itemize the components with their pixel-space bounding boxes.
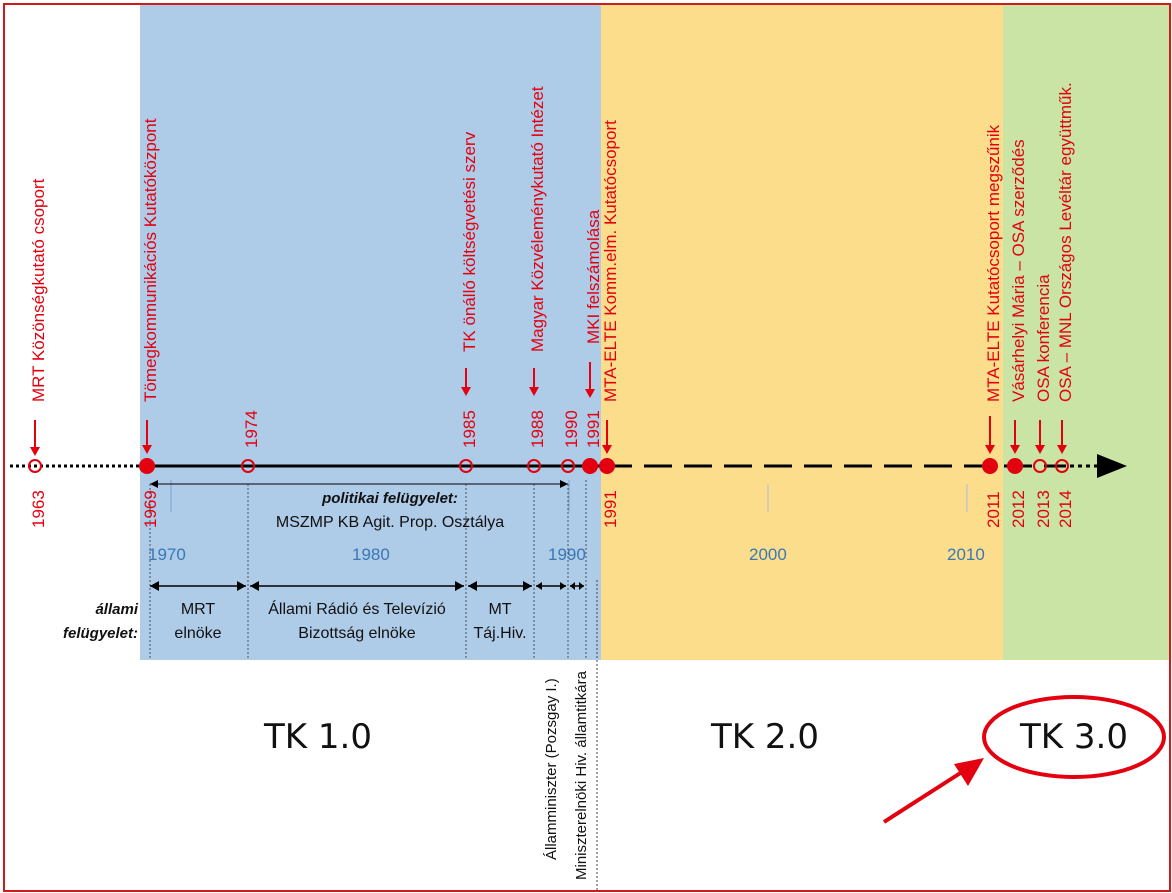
event-arrowhead <box>1057 445 1067 454</box>
event-year: 1969 <box>141 490 160 528</box>
event-2013: 2013 OSA konferencia <box>1033 274 1053 528</box>
period-mrt-line1: MRT <box>181 601 216 618</box>
era-band-tk3 <box>1003 5 1169 660</box>
event-arrowhead <box>461 387 471 396</box>
event-marker-hollow <box>527 459 541 473</box>
period-mt-line1: MT <box>488 601 511 618</box>
event-label: OSA konferencia <box>1034 274 1053 402</box>
event-arrowhead <box>585 389 595 398</box>
period-state-minister: Államminiszter (Pozsgay I.) <box>543 678 560 860</box>
event-year: 1985 <box>460 410 479 448</box>
event-2011: 2011 MTA-ELTE Kutatócsoport megszűnik <box>982 124 1003 528</box>
decade-label-1970: 1970 <box>148 545 186 564</box>
event-marker-hollow <box>1055 459 1069 473</box>
decade-label-2010: 2010 <box>947 545 985 564</box>
event-marker-filled <box>599 458 615 474</box>
event-1988: 1988 Magyar Közvéleménykutató Intézet <box>527 86 547 473</box>
event-label: OSA – MNL Országos Levéltár együttműk. <box>1056 82 1075 402</box>
era-band-tk2 <box>601 5 1003 660</box>
event-year: 1988 <box>528 410 547 448</box>
event-arrowhead <box>985 445 995 454</box>
pointer-arrowhead <box>954 758 984 786</box>
political-supervision-label: politikai felügyelet: <box>321 490 458 507</box>
event-2012: 2012 Vásárhelyi Mária – OSA szerződés <box>1007 139 1028 528</box>
event-year: 1991 <box>601 490 620 528</box>
period-artb-line1: Állami Rádió és Televízió <box>268 599 446 618</box>
event-marker-filled <box>1007 458 1023 474</box>
event-2014: 2014 OSA – MNL Országos Levéltár együttm… <box>1055 82 1075 528</box>
event-arrowhead <box>529 387 539 396</box>
event-1969: 1969 Tömegkommunikációs Kutatóközpont <box>139 118 160 528</box>
event-1974: 1974 <box>241 410 261 473</box>
decade-label-1980: 1980 <box>352 545 390 564</box>
event-marker-hollow <box>241 459 255 473</box>
event-label: Tömegkommunikációs Kutatóközpont <box>141 118 160 402</box>
period-mrt-line2: elnöke <box>174 625 221 642</box>
event-year: 2013 <box>1034 490 1053 528</box>
event-label: Vásárhelyi Mária – OSA szerződés <box>1009 139 1028 402</box>
event-marker-hollow <box>561 459 575 473</box>
event-arrowhead <box>1010 445 1020 454</box>
political-supervision-body: MSZMP KB Agit. Prop. Osztálya <box>276 514 504 531</box>
event-marker-filled <box>982 458 998 474</box>
event-year: 1963 <box>29 490 48 528</box>
event-marker-hollow <box>28 459 42 473</box>
period-mt-line2: Táj.Hiv. <box>473 625 526 642</box>
event-label: MTA-ELTE Kutatócsoport megszűnik <box>984 124 1003 402</box>
era-label-tk3: TK 3.0 <box>1019 717 1128 757</box>
decade-label-1990: 1990 <box>548 545 586 564</box>
event-year: 2011 <box>984 491 1003 528</box>
event-1991-mta-elte: 1991 MTA-ELTE Komm.elm. Kutatócsoport <box>599 120 620 528</box>
tk3-highlight-ellipse <box>982 695 1166 779</box>
event-year: 2014 <box>1056 490 1075 528</box>
event-year: 2012 <box>1009 490 1028 528</box>
period-artb-line2: Bizottság elnöke <box>298 625 416 642</box>
event-year: 1974 <box>242 410 261 448</box>
event-label: TK önálló költségvetési szerv <box>460 131 479 352</box>
pointer-arrow <box>882 770 964 824</box>
event-1991-mki: 1991 MKI felszámolása <box>582 209 603 474</box>
period-pm-office-secretary: Miniszterelnöki Hiv. államtitkára <box>573 670 590 880</box>
event-marker-hollow <box>1033 459 1047 473</box>
event-arrowhead <box>142 445 152 454</box>
era-label-tk1: TK 1.0 <box>263 717 372 757</box>
event-label: MTA-ELTE Komm.elm. Kutatócsoport <box>601 120 620 402</box>
event-label: MRT Közönségkutató csoport <box>29 178 48 402</box>
event-arrowhead <box>1035 445 1045 454</box>
event-year: 1990 <box>562 410 581 448</box>
state-supervision-label-1: állami <box>95 601 138 618</box>
decade-label-2000: 2000 <box>749 545 787 564</box>
event-1990: 1990 <box>561 410 581 473</box>
event-arrowhead <box>30 447 40 456</box>
state-supervision-label-2: felügyelet: <box>63 625 138 642</box>
era-label-tk2: TK 2.0 <box>710 717 819 757</box>
event-year: 1991 <box>584 410 603 448</box>
event-label: MKI felszámolása <box>584 209 603 344</box>
event-1963: 1963 MRT Közönségkutató csoport <box>28 178 48 528</box>
event-marker-hollow <box>459 459 473 473</box>
state-supervision-arrowheads <box>150 581 584 591</box>
event-arrowhead <box>602 445 612 454</box>
event-label: Magyar Közvéleménykutató Intézet <box>528 86 547 352</box>
event-marker-filled <box>582 458 598 474</box>
event-marker-filled <box>139 458 155 474</box>
event-1985: 1985 TK önálló költségvetési szerv <box>459 131 479 473</box>
era-band-tk1 <box>140 5 601 660</box>
